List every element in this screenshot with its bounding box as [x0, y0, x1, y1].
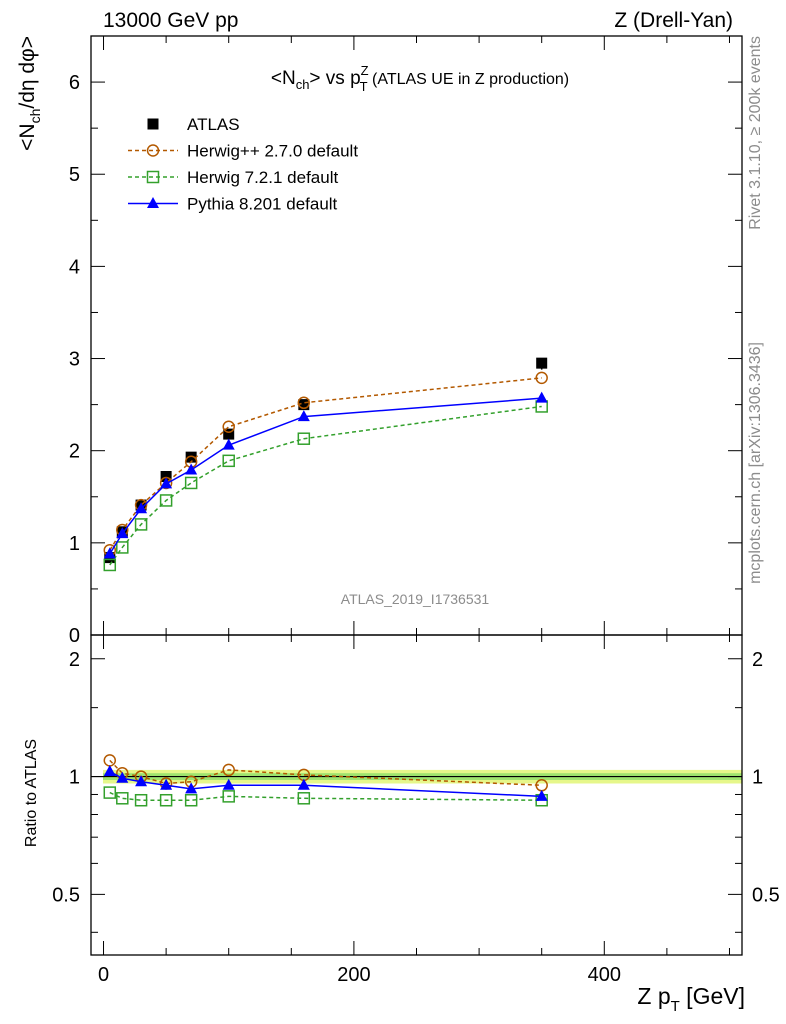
- series-0: [104, 357, 548, 564]
- legend-item: Herwig 7.2.1 default: [128, 168, 338, 187]
- ratio-y-axis-label: Ratio to ATLAS: [23, 739, 40, 847]
- ratio-point: [297, 792, 311, 805]
- header-left: 13000 GeV pp: [103, 9, 238, 32]
- watermark: ATLAS_2019_I1736531: [341, 591, 490, 607]
- x-tick-label: 400: [588, 964, 621, 986]
- series-3: [103, 391, 548, 801]
- data-point: [536, 357, 548, 369]
- data-point: [159, 494, 173, 507]
- data-point: [135, 502, 148, 514]
- data-point: [185, 451, 197, 463]
- legend-item: ATLAS: [147, 115, 240, 134]
- ratio-point: [103, 786, 117, 799]
- ratio-point: [184, 793, 198, 807]
- ratio-point: [222, 790, 235, 803]
- ratio-point: [222, 778, 235, 790]
- plot-title: <Nch> vs pZ T (ATLAS UE in Z production): [271, 63, 569, 94]
- legend-label: Pythia 8.201 default: [187, 195, 338, 214]
- legend: ATLAS Herwig++ 2.7.0 default Herwig 7.2.1 …: [128, 115, 358, 214]
- legend-item: Herwig++ 2.7.0 default: [128, 142, 358, 161]
- x-tick-label: 0: [98, 964, 109, 986]
- axis-ticks: 0 200 400 0 1 2 3 4 5 6 0.5 0.5 1 1 2 2: [52, 36, 780, 986]
- ratio-point: [159, 793, 173, 807]
- series-line-main: [109, 405, 542, 566]
- x-axis-label: Z pT [GeV]: [637, 983, 745, 1015]
- rivet-label: Rivet 3.1.10, ≥ 200k events: [747, 36, 764, 230]
- ratio-tick-label: 0.5: [52, 884, 80, 906]
- ratio-tick-label-right: 0.5: [752, 884, 780, 906]
- data-point: [297, 396, 311, 410]
- data-point: [103, 558, 117, 572]
- ratio-point: [134, 793, 148, 807]
- series-line-main: [109, 397, 542, 555]
- y-tick-label: 6: [69, 72, 80, 94]
- ratio-point: [185, 782, 198, 794]
- data-point: [134, 518, 148, 531]
- y-axis-label: <Nch/dη dφ>: [16, 36, 43, 151]
- series-line-ratio: [109, 791, 542, 801]
- legend-label: Herwig 7.2.1 default: [187, 168, 338, 187]
- data-point: [222, 420, 235, 433]
- data-point: [116, 541, 129, 554]
- data-point: [184, 476, 198, 490]
- legend-label: ATLAS: [187, 115, 240, 134]
- data-point: [160, 470, 172, 482]
- data-point: [116, 527, 129, 539]
- data-point: [185, 463, 198, 475]
- header-right: Z (Drell-Yan): [614, 9, 733, 32]
- ratio-point: [297, 778, 310, 790]
- y-tick-label: 3: [69, 349, 80, 371]
- ratio-point: [116, 792, 129, 805]
- legend-item: Pythia 8.201 default: [128, 195, 338, 214]
- y-tick-label: 2: [69, 441, 80, 463]
- data-point: [223, 428, 235, 440]
- ratio-point: [103, 765, 116, 777]
- data-point: [297, 410, 310, 422]
- series-2: [103, 400, 548, 807]
- y-tick-label: 1: [69, 533, 80, 555]
- data-point: [298, 399, 310, 411]
- legend-marker: [147, 197, 159, 208]
- ratio-point: [135, 775, 148, 787]
- legend-marker: [147, 118, 159, 130]
- ratio-point: [160, 778, 173, 790]
- ratio-tick-label-right: 1: [752, 767, 763, 789]
- legend-label: Herwig++ 2.7.0 default: [187, 142, 358, 161]
- data-point: [535, 391, 548, 403]
- data-point: [222, 454, 235, 468]
- y-tick-label: 5: [69, 164, 80, 186]
- ratio-point: [535, 789, 548, 801]
- y-tick-label: 0: [69, 625, 80, 647]
- ratio-tick-label-right: 2: [752, 649, 763, 671]
- ratio-tick-label: 2: [69, 649, 80, 671]
- legend-marker: [146, 144, 160, 157]
- data-point: [103, 547, 116, 559]
- ratio-tick-label: 1: [69, 767, 80, 789]
- y-tick-label: 4: [69, 256, 80, 278]
- mcplots-label: mcplots.cern.ch [arXiv:1306.3436]: [747, 342, 764, 584]
- series-line-ratio: [109, 759, 542, 787]
- data-point: [160, 477, 173, 489]
- data-point: [297, 432, 311, 445]
- x-tick-label: 200: [337, 964, 370, 986]
- data-point: [222, 438, 235, 450]
- legend-marker: [146, 170, 160, 184]
- ratio-point: [222, 763, 235, 777]
- ratio-point: [116, 771, 129, 783]
- ratio-frame: [90, 634, 743, 956]
- series-layer: [103, 357, 548, 807]
- ratio-uncertainty-band: [91, 769, 742, 784]
- data-point: [535, 371, 548, 385]
